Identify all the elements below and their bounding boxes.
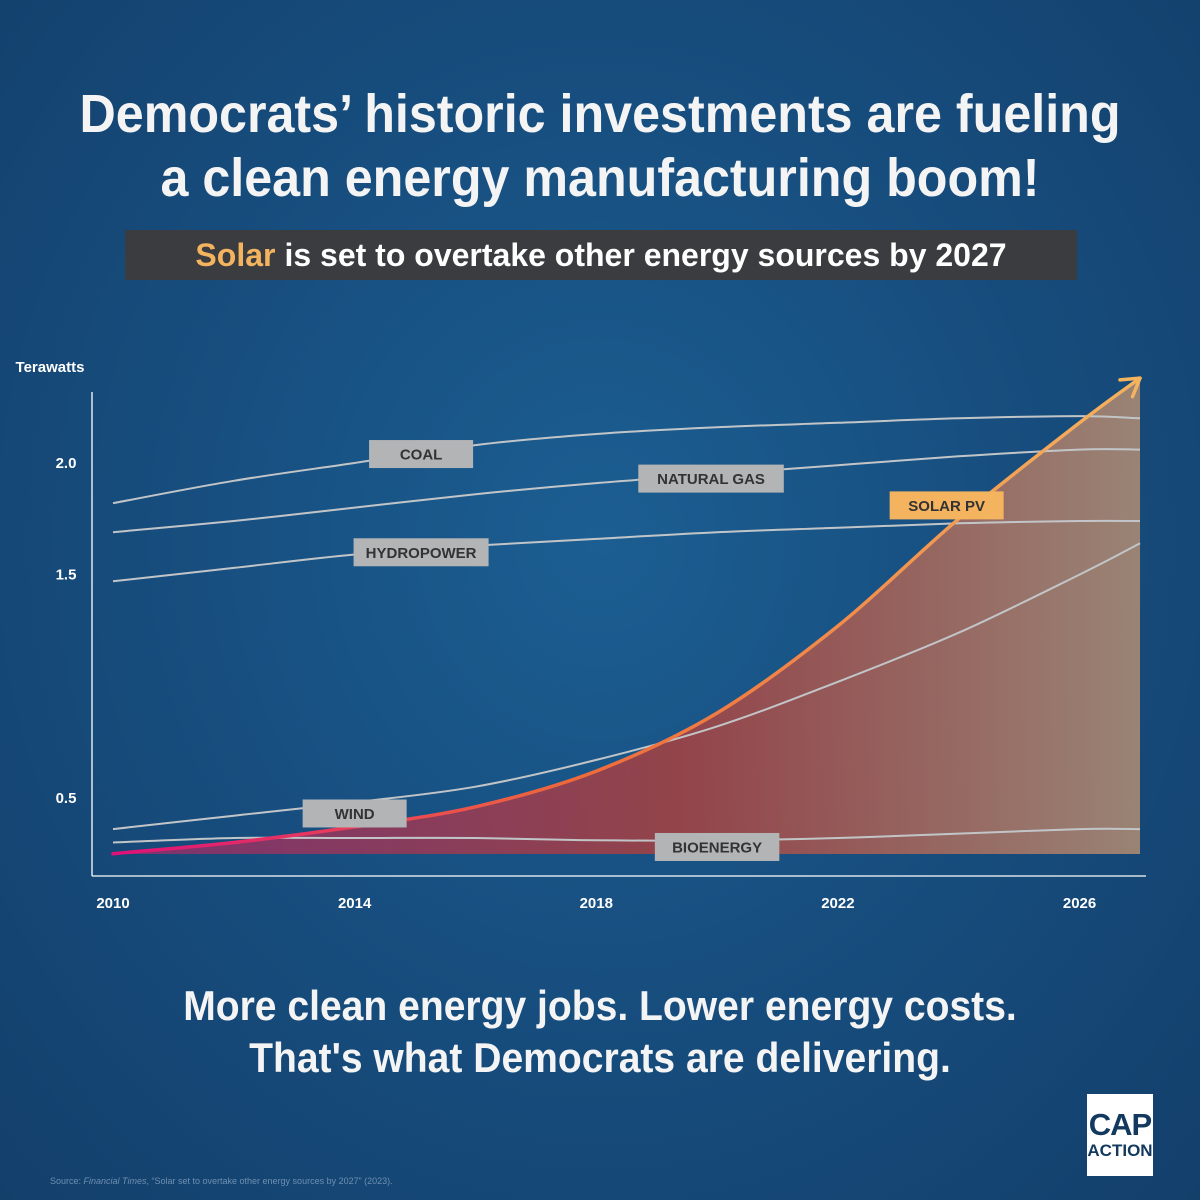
coal-label-text: COAL — [400, 447, 443, 464]
y-tick-label: 1.5 — [56, 567, 77, 584]
source-prefix: Source: — [50, 1176, 84, 1186]
source-rest: , “Solar set to overtake other energy so… — [146, 1176, 393, 1186]
wind-label-text: WIND — [335, 806, 375, 823]
footer-message: More clean energy jobs. Lower energy cos… — [42, 980, 1158, 1084]
natural-gas-label: NATURAL GAS — [638, 464, 784, 493]
headline-line-1: Democrats’ historic investments are fuel… — [79, 84, 1121, 144]
logo-line-1: CAP — [1088, 1107, 1152, 1142]
subhead-highlight: Solar — [195, 236, 276, 273]
solar-pv-label-text: SOLAR PV — [908, 498, 985, 515]
bioenergy-line — [112, 827, 1141, 844]
hydropower-label-box — [353, 538, 489, 567]
y-tick-label: 2.0 — [56, 455, 77, 472]
bioenergy-label: BIOENERGY — [654, 832, 780, 861]
coal-line — [112, 415, 1141, 505]
hydropower-line — [112, 519, 1141, 583]
bioenergy-label-text: BIOENERGY — [672, 839, 762, 856]
x-tick-label: 2018 — [580, 895, 613, 912]
source-publication: Financial Times — [83, 1176, 147, 1186]
solar-pv-line — [111, 376, 1142, 856]
energy-chart: COAL NATURAL GAS HYDROPOWER WIND BIOENERGY SO… — [16, 359, 1146, 912]
logo-line-2: ACTION — [1087, 1141, 1153, 1160]
solar-pv-label: SOLAR PV — [889, 491, 1004, 520]
wind-label-box — [302, 799, 407, 828]
coal-label-box — [369, 440, 474, 469]
x-tick-label: 2022 — [821, 895, 854, 912]
y-axis-title: Terawatts — [16, 359, 85, 376]
hydropower-label-text: HYDROPOWER — [366, 545, 477, 562]
natural-gas-label-text: NATURAL GAS — [657, 471, 765, 488]
footer-line-1: More clean energy jobs. Lower energy cos… — [183, 982, 1017, 1029]
hydropower-label: HYDROPOWER — [353, 538, 489, 567]
headline: Democrats’ historic investments are fuel… — [42, 82, 1158, 210]
solar-pv-label-box — [889, 491, 1004, 520]
coal-label: COAL — [369, 440, 474, 469]
natural-gas-line — [112, 448, 1141, 534]
footer-line-2: That's what Democrats are delivering. — [249, 1034, 951, 1081]
subhead-banner: Solar is set to overtake other energy so… — [125, 230, 1077, 280]
x-tick-label: 2026 — [1063, 895, 1096, 912]
y-tick-label: 0.5 — [56, 790, 77, 807]
natural-gas-label-box — [638, 464, 784, 493]
wind-line — [112, 542, 1141, 831]
bioenergy-label-box — [654, 832, 780, 861]
solar-pv-area — [113, 378, 1140, 854]
x-tick-label: 2014 — [338, 895, 372, 912]
headline-line-2: a clean energy manufacturing boom! — [160, 148, 1040, 208]
solar-arrowhead-icon — [1118, 376, 1142, 399]
cap-action-logo: CAP ACTION — [1087, 1094, 1153, 1176]
wind-label: WIND — [302, 799, 407, 828]
source-note: Source: Financial Times, “Solar set to o… — [50, 1176, 393, 1186]
x-tick-label: 2010 — [96, 895, 129, 912]
subhead-text: is set to overtake other energy sources … — [284, 236, 1007, 273]
